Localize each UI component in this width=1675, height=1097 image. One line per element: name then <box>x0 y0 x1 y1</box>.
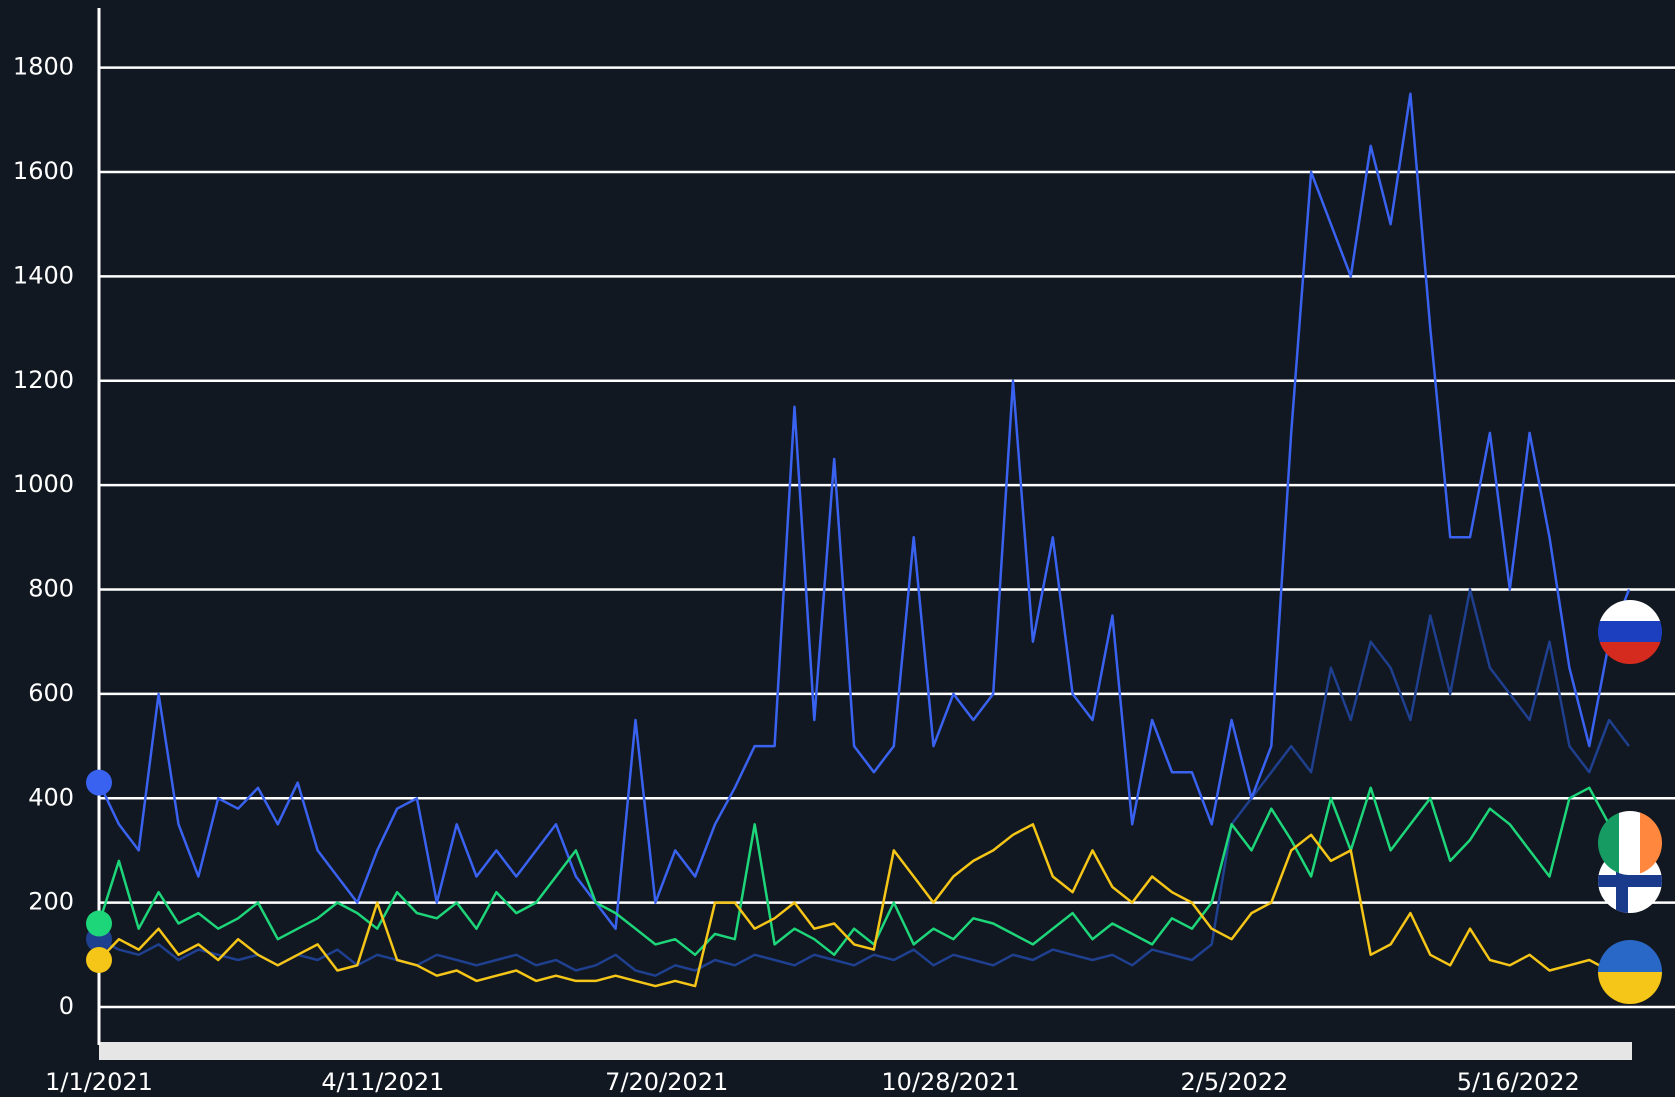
scrollbar[interactable] <box>99 1042 1632 1060</box>
series-line <box>97 92 1631 930</box>
lines <box>97 92 1631 988</box>
y-tick-label: 1800 <box>13 53 74 81</box>
y-tick-label: 200 <box>28 888 74 916</box>
x-tick-label: 10/28/2021 <box>881 1068 1019 1096</box>
start-dot <box>86 947 112 974</box>
start-dot <box>86 769 112 796</box>
y-tick-label: 1600 <box>13 157 74 185</box>
x-tick-label: 5/16/2022 <box>1457 1068 1580 1096</box>
start-dot <box>86 910 112 937</box>
x-tick-label: 1/1/2021 <box>45 1068 153 1096</box>
x-tick-label: 7/20/2021 <box>605 1068 728 1096</box>
x-tick-label: 2/5/2022 <box>1181 1068 1289 1096</box>
y-tick-label: 1000 <box>13 470 74 498</box>
y-tick-label: 0 <box>59 992 74 1020</box>
y-tick-label: 600 <box>28 679 74 707</box>
x-tick-label: 4/11/2021 <box>321 1068 444 1096</box>
y-tick-label: 400 <box>28 783 74 811</box>
y-tick-label: 800 <box>28 575 74 603</box>
start-dots <box>86 769 112 974</box>
series-line <box>98 588 1630 977</box>
series-line <box>98 823 1630 988</box>
y-tick-label: 1200 <box>13 366 74 394</box>
flag-russia <box>1598 600 1662 664</box>
y-tick-label: 1400 <box>13 261 74 289</box>
series-line <box>97 786 1630 957</box>
flag-ireland <box>1598 811 1662 875</box>
ticks: 0 200 400 600 800 1000 1200 1400 1600 1800 1/1/202… <box>13 53 1580 1096</box>
grid <box>99 66 1675 1009</box>
flag-ukraine <box>1598 940 1662 1004</box>
